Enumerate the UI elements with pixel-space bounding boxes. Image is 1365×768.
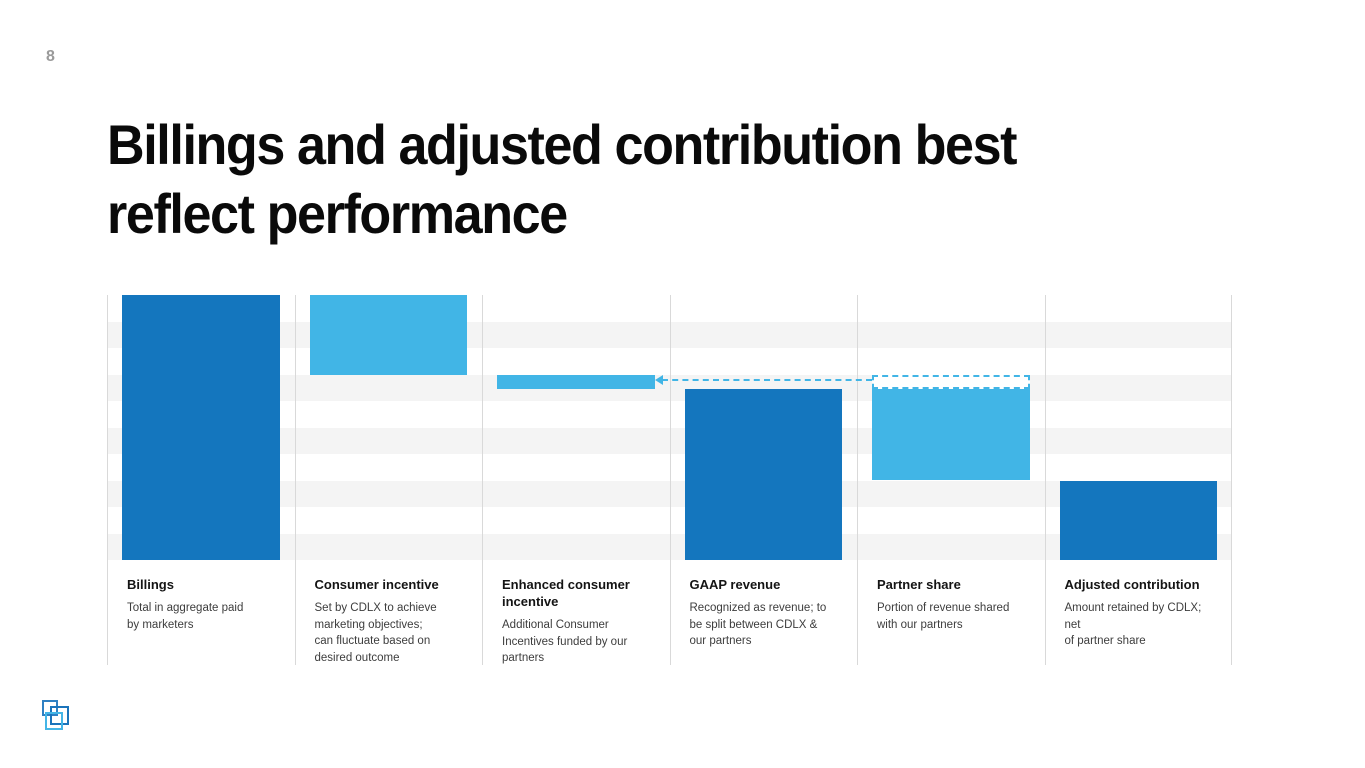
column-title: Adjusted contribution	[1064, 577, 1200, 592]
column-divider	[1231, 295, 1232, 665]
column-label-consumer-incentive: Consumer incentive Set by CDLX to achieve…	[315, 576, 470, 666]
column-title: Billings	[127, 577, 174, 592]
bar-partner-share	[872, 389, 1030, 481]
bar-enhanced-consumer-incentive	[497, 374, 655, 390]
column-label-enhanced-consumer-incentive: Enhanced consumer incentive Additional Co…	[502, 576, 657, 667]
waterfall-chart: Billings Total in aggregate paid by marke…	[107, 295, 1233, 670]
column-divider	[1044, 295, 1046, 665]
logo-square-bottom-icon	[45, 712, 63, 730]
bar-billings	[122, 295, 280, 560]
column-label-partner-share: Partner share Portion of revenue shared w…	[877, 576, 1032, 633]
column-label-gaap-revenue: GAAP revenue Recognized as revenue; to be…	[690, 576, 845, 650]
column-divider	[669, 295, 671, 665]
bar-adjusted-contribution	[1059, 480, 1217, 560]
column-divider	[294, 295, 296, 665]
column-description: Amount retained by CDLX; net of partner …	[1064, 602, 1202, 647]
column-divider	[482, 295, 483, 665]
column-title: Enhanced consumer incentive	[502, 577, 630, 609]
column-title: Consumer incentive	[314, 577, 439, 592]
column-title: Partner share	[877, 577, 961, 592]
page-number: 8	[46, 48, 55, 65]
column-divider	[857, 295, 858, 665]
cardlytics-logo	[38, 698, 80, 738]
arrow-left-icon	[654, 374, 663, 385]
column-description: Portion of revenue shared with our partn…	[877, 602, 1010, 631]
column-label-adjusted-contribution: Adjusted contribution Amount retained by …	[1065, 576, 1220, 650]
column-description: Additional Consumer Incentives funded by…	[502, 619, 628, 664]
logo-square-right-icon	[50, 706, 69, 725]
bar-consumer-incentive	[309, 295, 467, 375]
column-divider	[107, 295, 108, 665]
slide-title: Billings and adjusted contribution best …	[107, 113, 1017, 245]
partner-share-dashed-cap	[872, 374, 1030, 390]
column-description: Set by CDLX to achieve marketing objecti…	[314, 602, 437, 664]
column-description: Recognized as revenue; to be split betwe…	[689, 602, 827, 647]
column-label-billings: Billings Total in aggregate paid by marke…	[127, 576, 282, 633]
column-description: Total in aggregate paid by marketers	[127, 602, 244, 631]
column-title: GAAP revenue	[689, 577, 781, 592]
enhanced-incentive-flow-arrow-line	[661, 378, 872, 381]
bar-gaap-revenue	[684, 389, 842, 560]
